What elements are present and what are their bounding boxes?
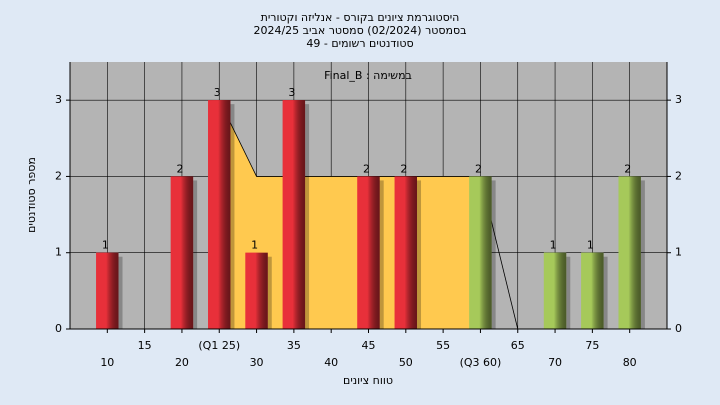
- data-label: 2: [176, 162, 183, 175]
- y-tick-label: 2: [55, 169, 62, 182]
- y-tick-label: 1: [55, 246, 62, 259]
- y2-tick-label: 1: [675, 246, 682, 259]
- bar: [245, 252, 268, 329]
- x-tick-label: 40: [324, 356, 338, 369]
- bar: [357, 176, 380, 329]
- bar: [581, 252, 604, 329]
- bar: [394, 176, 418, 329]
- chart-subtitle: בסמסטר (02/2024) סמסטר אביב 2024/25: [253, 24, 466, 37]
- bar: [469, 176, 492, 329]
- x-tick-label: 35: [287, 339, 301, 352]
- x-tick-label: 45: [362, 339, 376, 352]
- bar: [543, 252, 567, 329]
- chart-subtitle: סטודנטים רשומים - 49: [306, 37, 413, 50]
- bar: [96, 252, 119, 329]
- data-label: 1: [251, 239, 258, 252]
- x-axis-label: טווח ציונים: [343, 374, 393, 387]
- x-tick-label: 70: [548, 356, 562, 369]
- chart-title: היסטוגרמת ציונים בקורס - אנליזה וקטורית: [261, 11, 460, 24]
- x-tick-label: 30: [250, 356, 264, 369]
- bar: [282, 100, 306, 330]
- data-label: 2: [400, 162, 407, 175]
- data-label: 1: [550, 239, 557, 252]
- annotation: Final_B : במשימה: [324, 69, 412, 82]
- y-tick-label: 3: [55, 93, 62, 106]
- bar: [208, 100, 231, 330]
- data-label: 3: [214, 86, 221, 99]
- data-label: 2: [475, 162, 482, 175]
- data-label: 2: [624, 162, 631, 175]
- x-tick-label: 75: [585, 339, 599, 352]
- data-label: 1: [587, 239, 594, 252]
- y2-tick-label: 0: [675, 322, 682, 335]
- x-tick-label: (Q3 60): [460, 356, 502, 369]
- data-label: 1: [102, 239, 109, 252]
- data-label: 2: [363, 162, 370, 175]
- x-tick-label: (Q1 25): [198, 339, 240, 352]
- y-tick-label: 0: [55, 322, 62, 335]
- data-label: 3: [288, 86, 295, 99]
- y-axis-label: מספר סטודנטים: [25, 157, 38, 233]
- x-tick-label: 50: [399, 356, 413, 369]
- x-tick-label: 80: [623, 356, 637, 369]
- x-tick-label: 10: [100, 356, 114, 369]
- x-tick-label: 20: [175, 356, 189, 369]
- bar: [170, 176, 194, 329]
- y2-tick-label: 3: [675, 93, 682, 106]
- x-tick-label: 55: [436, 339, 450, 352]
- x-tick-label: 65: [511, 339, 525, 352]
- y2-tick-label: 2: [675, 169, 682, 182]
- x-tick-label: 15: [138, 339, 152, 352]
- bar: [618, 176, 641, 329]
